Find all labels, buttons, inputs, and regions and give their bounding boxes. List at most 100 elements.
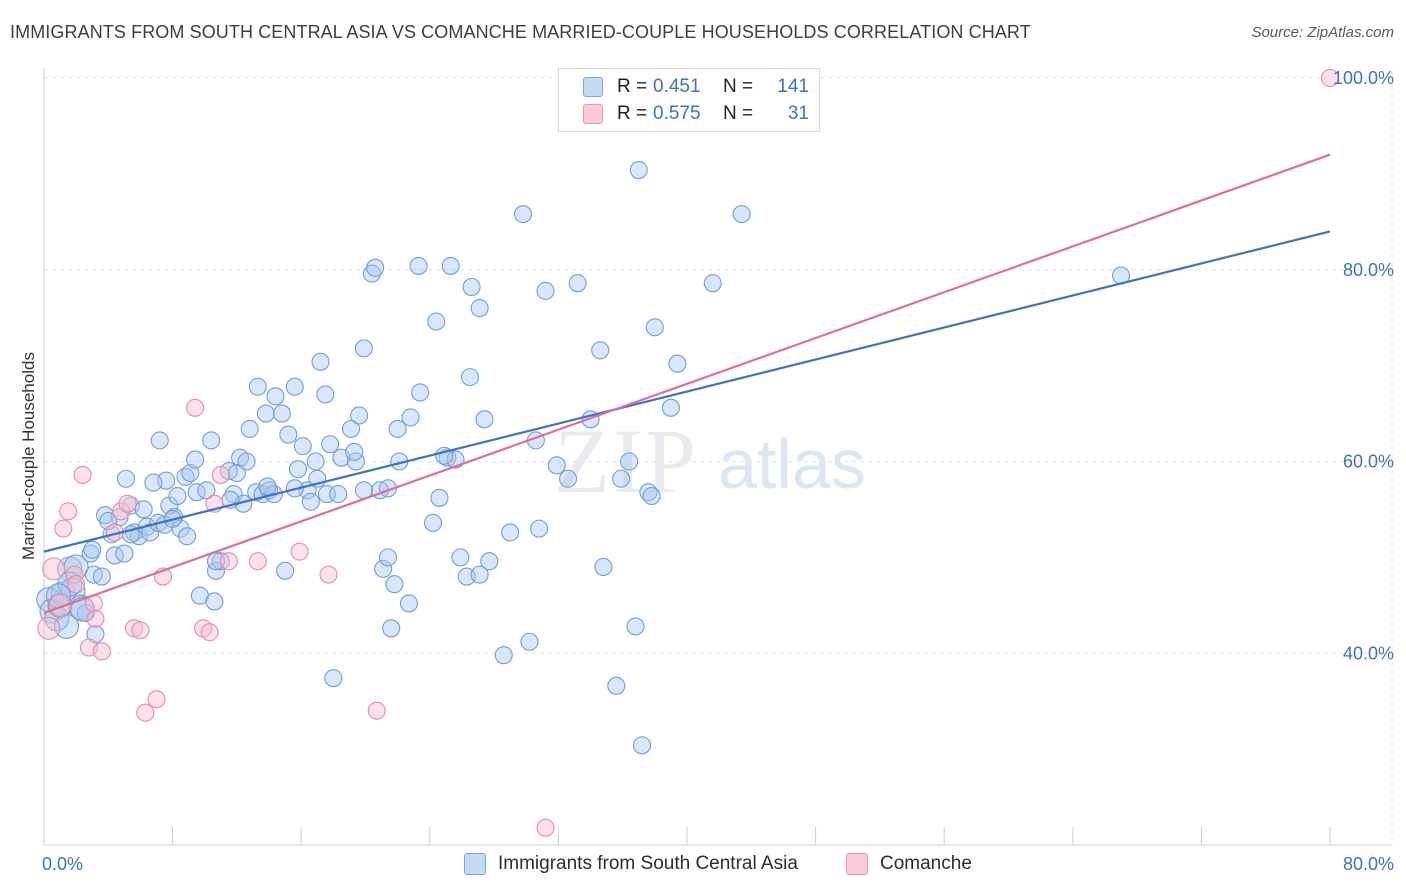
data-point-blue <box>388 419 407 438</box>
data-point-blue <box>501 523 520 542</box>
legend-n-label: N = <box>723 76 754 97</box>
data-point-blue <box>362 264 381 283</box>
data-point-pink <box>131 621 150 640</box>
data-point-blue <box>301 492 320 511</box>
x-tick-label: 0.0% <box>42 854 83 874</box>
data-point-blue <box>288 460 308 479</box>
data-point-blue <box>366 258 385 277</box>
chart-title: IMMIGRANTS FROM SOUTH CENTRAL ASIA VS CO… <box>10 22 1031 42</box>
data-point-blue <box>202 431 221 450</box>
axis-layer <box>43 68 1392 846</box>
data-point-blue <box>513 205 533 224</box>
data-point-blue <box>494 646 513 665</box>
data-point-blue <box>536 281 555 300</box>
trendline-blue <box>43 230 1331 553</box>
data-point-blue <box>181 463 200 483</box>
data-point-pink <box>290 542 309 561</box>
data-point-blue <box>612 469 631 488</box>
data-point-pink <box>219 552 238 571</box>
data-point-blue <box>411 383 430 402</box>
data-point-blue <box>703 274 722 293</box>
data-point-blue <box>661 398 680 417</box>
data-point-pink <box>536 818 555 837</box>
data-point-blue <box>423 513 443 532</box>
data-point-blue <box>341 419 361 438</box>
tick-labels: 40.0% 60.0% 80.0% 100.0% 0.0% 80.0% <box>42 68 1394 874</box>
data-point-blue <box>568 274 587 293</box>
legend-label-comanche: Comanche <box>880 853 972 874</box>
data-point-blue <box>460 368 480 387</box>
data-point-blue <box>306 452 325 471</box>
grid-layer <box>44 70 1393 845</box>
data-point-blue <box>399 594 418 613</box>
data-point-pink <box>42 557 66 581</box>
data-point-pink <box>54 519 73 538</box>
data-point-blue <box>558 469 578 488</box>
data-point-pink <box>147 690 166 709</box>
legend-r-label: R = <box>617 103 648 124</box>
data-point-blue <box>178 527 197 546</box>
data-point-blue <box>311 352 330 371</box>
data-point-blue <box>409 256 428 275</box>
data-point-blue <box>645 318 664 337</box>
data-point-pink <box>86 609 105 628</box>
data-point-blue <box>378 548 398 567</box>
data-point-blue <box>385 575 404 594</box>
data-point-blue <box>374 559 393 578</box>
data-point-blue <box>329 485 348 504</box>
legend-r-value: 0.451 <box>653 76 701 97</box>
data-point-blue <box>642 486 661 506</box>
data-point-blue <box>321 435 340 454</box>
data-point-pink <box>59 502 78 521</box>
data-point-blue <box>205 592 224 611</box>
data-point-blue <box>324 669 343 688</box>
data-point-blue <box>632 736 652 755</box>
y-tick-label: 60.0% <box>1343 452 1394 472</box>
legend-n-label: N = <box>723 103 754 124</box>
data-point-blue <box>475 410 494 429</box>
legend-swatch-pink <box>846 853 868 875</box>
y-axis-label: Married-couple Households <box>19 352 38 560</box>
data-point-blue <box>316 385 335 404</box>
legend-n-value: 141 <box>777 76 809 97</box>
data-point-blue <box>462 277 481 297</box>
data-point-pink <box>124 619 144 638</box>
data-point-blue <box>168 486 187 506</box>
data-point-blue <box>547 456 566 475</box>
data-point-blue <box>520 632 539 651</box>
legend-r-value: 0.575 <box>653 103 701 124</box>
data-point-blue <box>626 617 645 636</box>
data-point-pink <box>1320 68 1340 88</box>
data-point-blue <box>427 312 446 331</box>
data-point-pink <box>136 703 155 722</box>
data-point-blue <box>115 544 134 563</box>
data-point-blue <box>354 339 373 358</box>
data-point-blue <box>258 477 277 496</box>
data-point-blue <box>620 452 639 471</box>
legend-swatch-pink <box>583 104 603 124</box>
data-point-blue <box>346 452 365 471</box>
data-point-blue <box>668 354 687 373</box>
data-point-blue <box>206 561 226 580</box>
data-point-blue <box>530 519 549 538</box>
legend-swatch-blue <box>464 853 486 875</box>
data-point-blue <box>227 463 246 483</box>
data-point-blue <box>401 408 420 427</box>
data-point-blue <box>594 557 613 577</box>
y-tick-label: 100.0% <box>1333 68 1394 88</box>
data-point-blue <box>92 567 111 586</box>
data-point-pink <box>186 398 205 417</box>
data-point-blue <box>224 485 243 504</box>
data-point-blue <box>197 481 216 500</box>
data-point-pink <box>112 502 131 521</box>
legend-item-comanche: Comanche <box>846 852 972 876</box>
data-point-blue <box>607 676 626 695</box>
data-point-blue <box>116 469 136 488</box>
data-point-blue <box>248 377 267 396</box>
data-point-blue <box>470 299 489 318</box>
data-point-blue <box>350 406 369 425</box>
data-point-pink <box>367 701 386 720</box>
data-point-pink <box>67 575 86 594</box>
data-point-blue <box>99 511 118 530</box>
